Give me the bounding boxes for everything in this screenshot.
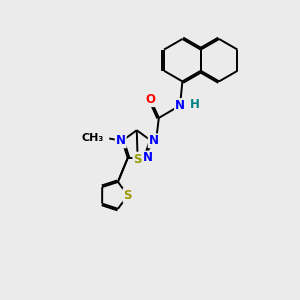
Text: N: N: [149, 134, 159, 147]
Text: N: N: [116, 134, 126, 147]
Text: N: N: [175, 99, 185, 112]
Text: S: S: [124, 189, 132, 202]
Text: CH₃: CH₃: [82, 134, 104, 143]
Text: H: H: [190, 98, 199, 111]
Text: O: O: [146, 93, 156, 106]
Text: N: N: [143, 152, 153, 164]
Text: S: S: [134, 153, 142, 166]
